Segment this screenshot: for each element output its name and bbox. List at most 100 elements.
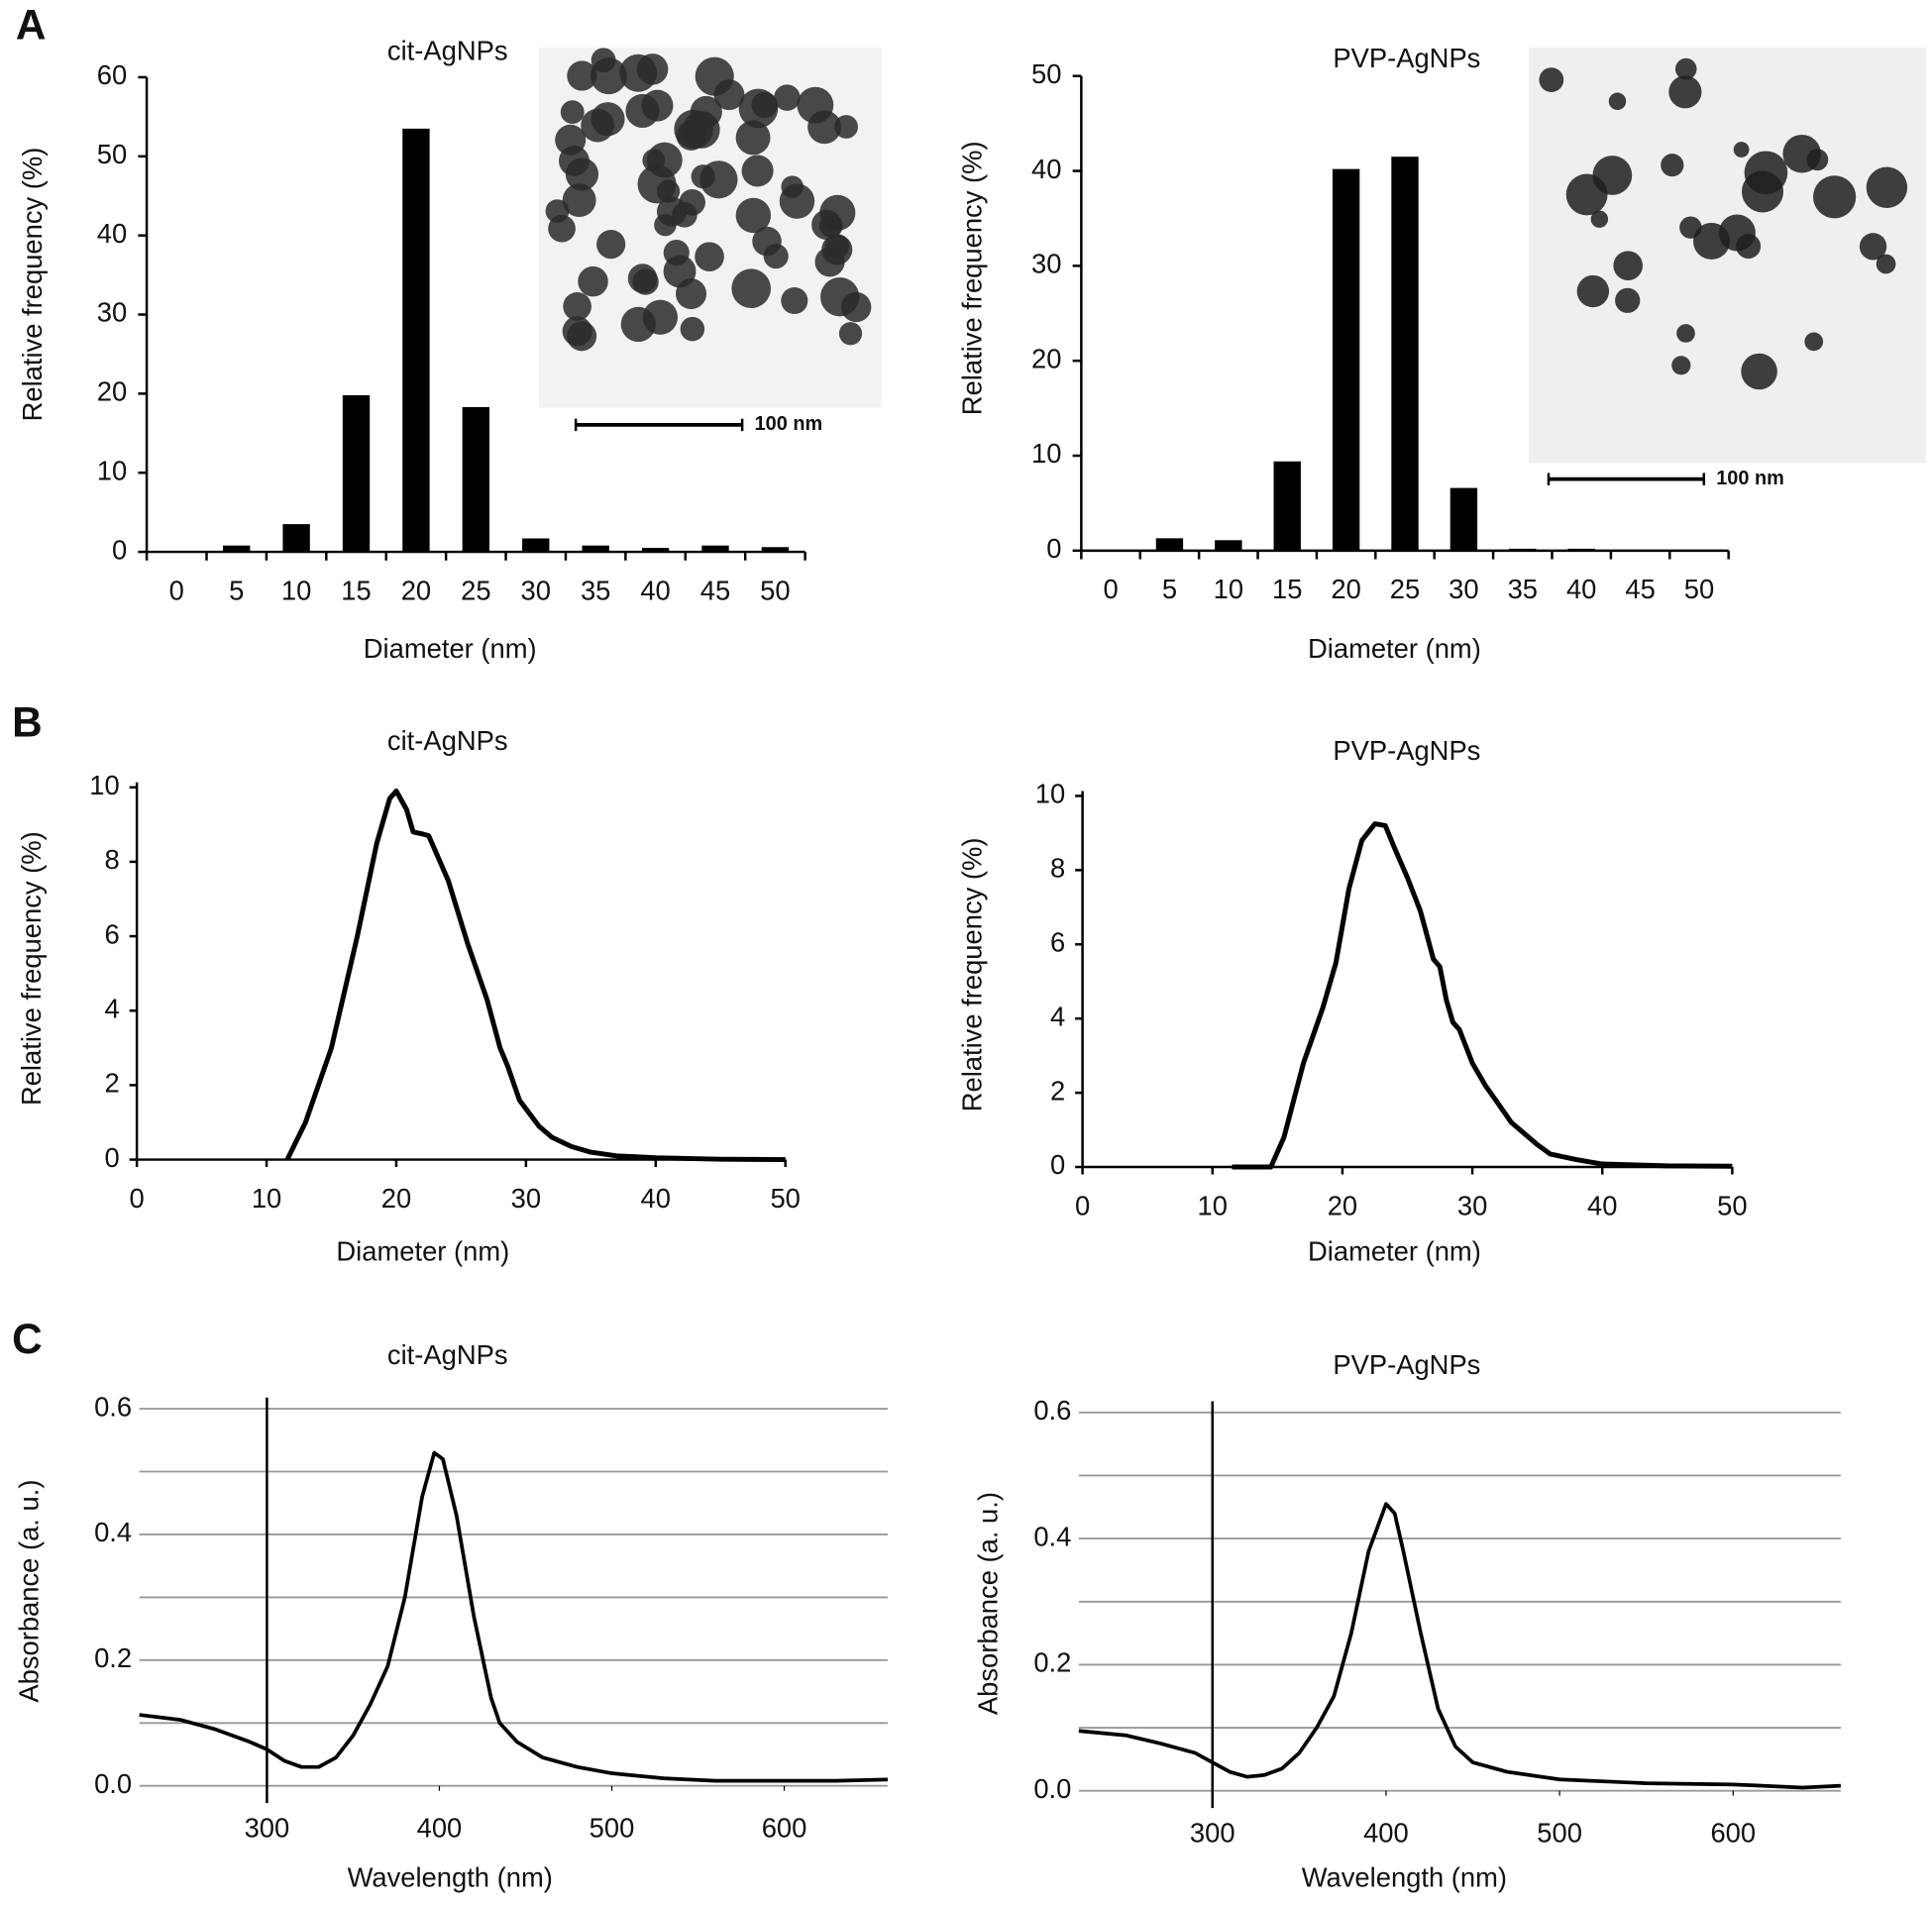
nanoparticle — [596, 230, 626, 260]
bar — [402, 128, 430, 553]
x-tick-label: 20 — [401, 575, 431, 605]
nanoparticle — [840, 291, 872, 323]
nanoparticle — [735, 197, 772, 234]
x-tick-label: 10 — [1214, 574, 1243, 604]
chart-title: cit-AgNPs — [387, 1339, 508, 1370]
x-tick-label: 10 — [281, 575, 311, 605]
panel-label: C — [12, 1316, 43, 1362]
y-tick-label: 0.6 — [1033, 1395, 1071, 1426]
x-axis-label: Diameter (nm) — [1308, 1235, 1481, 1266]
x-tick-label: 600 — [1710, 1818, 1756, 1849]
y-tick-label: 10 — [1031, 438, 1061, 469]
nanoparticle — [641, 89, 674, 122]
y-axis-label: Absorbance (a. u.) — [13, 1480, 44, 1703]
bar — [761, 547, 790, 553]
nanoparticle — [642, 299, 679, 335]
x-tick-label: 500 — [590, 1813, 635, 1844]
nanoparticle — [819, 194, 856, 231]
x-axis-label: Diameter (nm) — [364, 633, 537, 664]
bar — [342, 394, 371, 553]
bar — [462, 406, 490, 553]
y-tick-label: 10 — [89, 770, 119, 800]
bar — [1509, 548, 1537, 551]
nanoparticle — [1676, 324, 1695, 343]
nanoparticle — [560, 100, 585, 125]
y-axis-label: Relative frequency (%) — [956, 838, 987, 1112]
bar — [582, 545, 609, 553]
nanoparticle — [781, 286, 808, 315]
nanoparticle — [1741, 353, 1777, 390]
bar — [701, 545, 729, 553]
x-tick-label: 30 — [521, 575, 551, 605]
nanoparticle — [695, 56, 734, 96]
x-tick-label: 10 — [252, 1183, 281, 1214]
x-tick-label: 30 — [1449, 574, 1478, 604]
nanoparticle — [656, 179, 681, 203]
y-tick-label: 0 — [1046, 533, 1061, 564]
chart-title: cit-AgNPs — [387, 725, 508, 756]
scale-bar-label: 100 nm — [755, 413, 823, 435]
nanoparticle — [797, 86, 834, 124]
x-tick-label: 40 — [1566, 574, 1596, 604]
nanoparticle — [1804, 332, 1824, 352]
x-axis-label: Diameter (nm) — [1308, 633, 1481, 664]
x-tick-label: 40 — [641, 1183, 671, 1214]
nanoparticle — [1608, 92, 1627, 111]
y-tick-label: 30 — [97, 297, 127, 328]
x-tick-label: 15 — [341, 575, 371, 605]
y-tick-label: 10 — [1035, 779, 1065, 809]
bar — [641, 548, 670, 553]
chart-title: cit-AgNPs — [387, 35, 508, 65]
nanoparticle — [699, 160, 738, 199]
nanoparticle — [731, 268, 772, 309]
y-tick-label: 0 — [104, 1142, 119, 1173]
x-tick-label: 0 — [1075, 1190, 1090, 1220]
scale-bar-label: 100 nm — [1716, 468, 1784, 489]
y-tick-label: 30 — [1031, 249, 1061, 279]
bar — [1215, 540, 1242, 551]
chart-title: PVP-AgNPs — [1333, 43, 1480, 73]
chart-title: PVP-AgNPs — [1333, 1349, 1480, 1380]
x-tick-label: 20 — [381, 1183, 411, 1214]
y-tick-label: 50 — [1031, 58, 1061, 89]
x-tick-label: 10 — [1198, 1190, 1228, 1220]
x-tick-label: 5 — [1162, 574, 1177, 604]
y-tick-label: 0.4 — [1033, 1521, 1071, 1551]
x-tick-label: 400 — [417, 1813, 463, 1844]
y-tick-label: 0 — [112, 534, 127, 565]
data-line — [1078, 1502, 1842, 1790]
y-tick-label: 10 — [97, 455, 127, 485]
nanoparticle — [562, 316, 592, 347]
bar — [1273, 461, 1301, 551]
tem-image — [1529, 48, 1926, 464]
nanoparticle — [656, 196, 688, 227]
chart: PVP-AgNPs Diameter (nm) Relative frequency… — [956, 43, 1926, 664]
nanoparticle — [642, 149, 666, 172]
x-tick-label: 5 — [229, 575, 244, 605]
y-axis-label: Relative frequency (%) — [16, 831, 47, 1106]
bar — [522, 538, 550, 553]
x-tick-label: 20 — [1328, 1190, 1357, 1220]
x-tick-label: 50 — [770, 1183, 800, 1214]
x-tick-label: 300 — [245, 1813, 290, 1844]
x-tick-label: 30 — [511, 1183, 541, 1214]
x-tick-label: 20 — [1331, 574, 1360, 604]
chart: PVP-AgNPs Wavelength (nm) Absorbance (a. u… — [973, 1349, 1842, 1893]
nanoparticle — [578, 265, 608, 297]
y-tick-label: 40 — [97, 218, 127, 249]
x-tick-label: 40 — [640, 575, 670, 605]
nanoparticle — [814, 247, 845, 277]
nanoparticle — [1674, 57, 1697, 80]
chart-title: PVP-AgNPs — [1333, 735, 1480, 766]
bar — [1449, 487, 1478, 551]
nanoparticle — [562, 183, 596, 218]
x-tick-label: 25 — [1390, 574, 1420, 604]
panel-label: B — [12, 699, 43, 746]
x-tick-label: 15 — [1272, 574, 1302, 604]
data-line — [284, 788, 786, 1163]
nanoparticle — [632, 268, 659, 295]
bar — [1567, 548, 1595, 551]
